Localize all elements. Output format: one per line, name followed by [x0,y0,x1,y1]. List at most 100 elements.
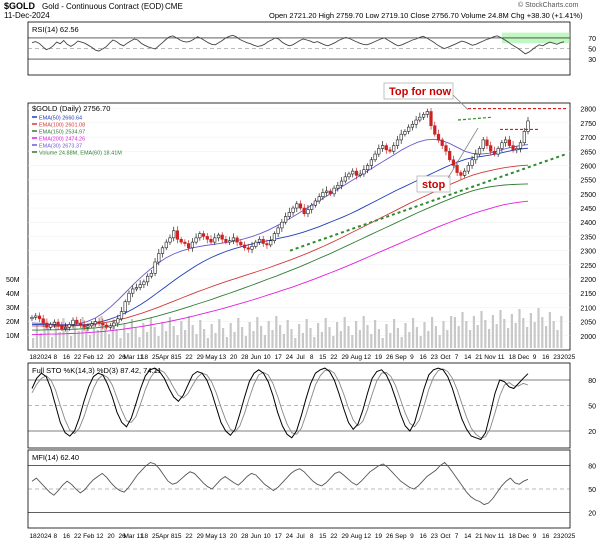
candle-body [149,273,153,277]
x-tick-label-bottom: 21 [475,533,483,540]
x-tick-label: 26 [386,354,394,361]
x-tick-label-bottom: 8 [53,533,57,540]
volume-bar [263,335,266,348]
volume-bar [545,326,548,348]
x-tick-label: 10 [263,354,271,361]
candle-body [105,324,109,328]
mfi-tick-label: 50 [588,487,596,494]
price-tick-label: 2650 [580,149,596,156]
ohlc-readout: Open 2721.20 High 2759.70 Low 2719.10 Cl… [269,11,583,20]
x-tick-label: May [205,354,218,361]
candle-body [384,145,388,151]
volume-bar [343,317,346,348]
volume-bar [62,318,65,348]
x-tick-label-bottom: 23 [553,533,561,540]
volume-bar [43,319,46,348]
stop-pointer [447,127,479,179]
volume-bar [51,337,54,348]
candle-body [418,116,422,121]
volume-bar [442,321,445,348]
mfi-title: MFI(14) 62.40 [32,453,79,462]
volume-tick-label: 20M [6,319,20,326]
x-tick-label-bottom: 23 [431,533,439,540]
volume-bar [92,321,95,348]
price-tick-label: 2800 [580,107,596,114]
x-tick-label-bottom: 17 [275,533,283,540]
volume-bar [191,325,194,348]
volume-bar [339,331,342,348]
x-tick-label-bottom: Mar 11 [123,533,143,540]
upper-trendline [457,116,493,121]
candle-body [67,324,71,328]
candle-body [123,301,127,312]
x-tick-label: 22 [185,354,193,361]
volume-tick-label: 40M [6,291,20,298]
candle-body [254,241,258,247]
price-panel [27,102,571,351]
candle-body [60,325,64,330]
candle-body [388,149,392,152]
x-tick-label: 13 [219,354,227,361]
x-tick-label-bottom: 14 [464,533,472,540]
candle-body [485,139,489,146]
candle-body [190,241,195,249]
rsi-tick-label: 30 [588,57,596,64]
x-tick-label-bottom: 10 [263,533,271,540]
candle-body [436,133,441,141]
instrument-name: Gold - Continuous Contract (EOD) [42,2,164,11]
volume-bar [522,318,525,348]
candle-body [421,114,426,118]
volume-bar [203,329,206,348]
candle-body [168,237,172,243]
candle-body [429,111,433,127]
volume-bar [108,334,111,348]
candle-body [272,233,277,241]
candle-body [518,142,523,149]
candle-body [153,261,157,274]
x-tick-label: Dec [518,354,530,361]
volume-bar [244,336,247,348]
candle-body [93,321,97,325]
volume-bar [180,321,183,348]
candle-body [377,148,381,155]
volume-bar [320,332,323,348]
volume-bar [73,322,76,348]
candle-body [101,322,105,326]
legend-entry: EMA(50) 2660.64 [39,116,82,122]
candle-body [324,190,329,193]
volume-bar [446,330,449,348]
volume-bar [548,312,551,348]
volume-bar [465,321,468,348]
x-tick-label-bottom: 12 [364,533,372,540]
candle-body [321,192,325,197]
x-tick-label-bottom: Apr 8 [159,533,175,540]
x-tick-label-bottom: Dec [518,533,530,540]
x-tick-label: 9 [533,354,537,361]
x-tick-label: 25 [152,354,160,361]
x-tick-label-bottom: 11 [498,533,505,540]
candle-body [474,153,478,161]
volume-bar [237,318,240,348]
stop-label: stop [422,179,446,191]
candle-body [492,150,497,155]
volume-bar [518,309,521,348]
candle-body [250,246,254,250]
x-tick-label: 7 [455,354,459,361]
watermark: © StockCharts.com [518,2,579,9]
volume-bar [419,336,422,348]
volume-bar [241,327,244,348]
candle-body [507,139,512,146]
candle-body [194,237,198,243]
volume-bar [271,330,274,348]
volume-bar [488,329,491,348]
x-tick-label: 12 [364,354,372,361]
x-tick-label-bottom: Aug [350,533,362,540]
volume-tick-label: 10M [6,333,20,340]
price-tick-label: 2600 [580,163,596,170]
x-tick-label-bottom: 25 [152,533,160,540]
volume-bar [85,326,88,348]
price-tick-label: 2200 [580,277,596,284]
candle-body [160,247,165,254]
